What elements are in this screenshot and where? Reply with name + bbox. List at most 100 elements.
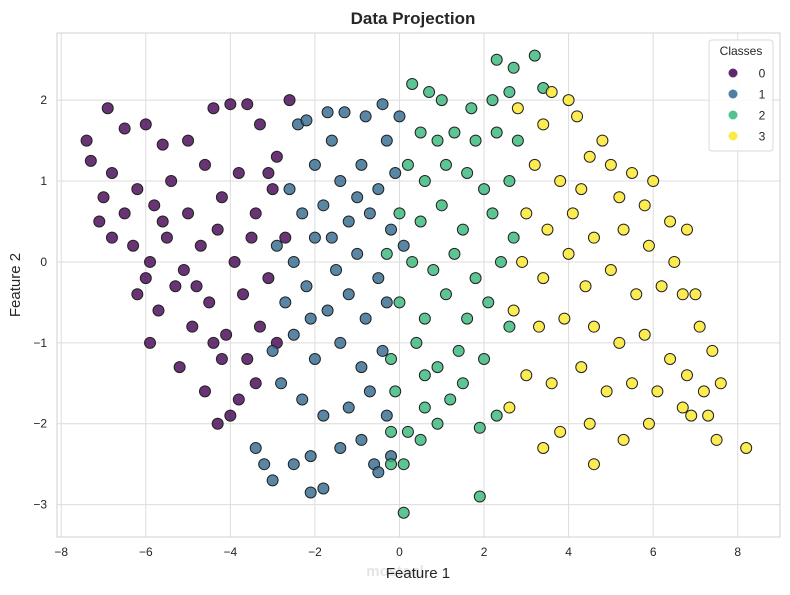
data-point-class-2 (482, 296, 495, 309)
data-point-class-3 (642, 417, 655, 430)
data-point-class-0 (105, 166, 118, 179)
data-point-class-2 (418, 175, 431, 188)
data-point-class-0 (101, 102, 114, 115)
data-point-class-3 (537, 118, 550, 131)
data-point-class-1 (287, 328, 300, 341)
data-point-class-0 (224, 409, 237, 422)
x-tick-label: 0 (396, 545, 403, 559)
data-point-class-1 (304, 312, 317, 325)
data-point-class-2 (465, 102, 478, 115)
data-point-class-0 (156, 215, 169, 228)
data-point-class-0 (118, 122, 131, 135)
y-tick-label: 2 (40, 93, 47, 107)
data-point-class-2 (461, 166, 474, 179)
data-point-class-2 (490, 53, 503, 66)
data-point-class-1 (275, 377, 288, 390)
data-point-class-3 (693, 320, 706, 333)
data-point-class-1 (342, 401, 355, 414)
data-point-class-0 (139, 272, 152, 285)
data-point-class-3 (583, 417, 596, 430)
data-point-class-2 (414, 126, 427, 139)
data-point-class-3 (604, 158, 617, 171)
data-point-class-3 (541, 223, 554, 236)
data-point-class-0 (220, 328, 233, 341)
data-point-class-0 (144, 336, 157, 349)
data-point-class-3 (507, 304, 520, 317)
data-point-class-2 (380, 247, 393, 260)
data-point-class-0 (241, 98, 254, 111)
data-point-class-3 (638, 199, 651, 212)
data-point-class-2 (418, 312, 431, 325)
data-point-class-1 (342, 288, 355, 301)
x-tick-label: 8 (734, 545, 741, 559)
data-point-class-1 (338, 106, 351, 119)
data-point-class-3 (697, 385, 710, 398)
legend-marker-2 (728, 110, 738, 120)
data-point-class-1 (393, 110, 406, 123)
data-point-class-3 (664, 215, 677, 228)
grid (57, 33, 780, 537)
data-point-class-1 (325, 134, 338, 147)
legend-marker-0 (728, 68, 738, 78)
data-point-class-2 (503, 320, 516, 333)
data-point-class-3 (604, 264, 617, 277)
data-point-class-0 (207, 102, 220, 115)
data-point-class-3 (626, 377, 639, 390)
data-point-class-0 (190, 280, 203, 293)
data-point-class-1 (296, 393, 309, 406)
y-tick-label: −1 (33, 336, 47, 350)
data-point-class-0 (198, 158, 211, 171)
data-point-class-1 (308, 353, 321, 366)
data-point-class-2 (385, 458, 398, 471)
data-point-class-0 (253, 118, 266, 131)
data-point-class-3 (503, 401, 516, 414)
data-point-class-3 (587, 231, 600, 244)
data-point-class-1 (308, 231, 321, 244)
data-point-class-0 (80, 134, 93, 147)
data-point-class-3 (655, 280, 668, 293)
data-point-class-3 (562, 94, 575, 107)
x-tick-label: 2 (481, 545, 488, 559)
data-point-class-2 (503, 175, 516, 188)
data-point-class-2 (385, 353, 398, 366)
data-point-class-0 (228, 255, 241, 268)
x-tick-label: −6 (139, 545, 153, 559)
data-point-class-2 (452, 344, 465, 357)
data-point-class-3 (511, 102, 524, 115)
data-point-class-2 (473, 421, 486, 434)
data-point-class-1 (308, 158, 321, 171)
data-point-class-3 (702, 409, 715, 422)
data-point-class-0 (152, 304, 165, 317)
data-point-class-2 (410, 336, 423, 349)
data-point-class-1 (372, 183, 385, 196)
data-point-class-0 (194, 239, 207, 252)
data-point-class-1 (351, 247, 364, 260)
y-tick-label: −3 (33, 498, 47, 512)
legend-title: Classes (720, 44, 763, 58)
data-point-class-1 (321, 304, 334, 317)
data-point-class-0 (262, 272, 275, 285)
data-point-class-0 (182, 134, 195, 147)
data-point-class-1 (351, 191, 364, 204)
data-point-class-2 (439, 158, 452, 171)
chart-title: Data Projection (351, 9, 476, 28)
data-point-class-2 (469, 134, 482, 147)
data-point-class-0 (203, 296, 216, 309)
data-point-class-3 (613, 336, 626, 349)
data-point-class-0 (177, 264, 190, 277)
data-point-class-3 (575, 361, 588, 374)
y-tick-label: −2 (33, 417, 47, 431)
data-point-class-0 (211, 417, 224, 430)
data-point-class-0 (215, 353, 228, 366)
data-point-class-0 (241, 353, 254, 366)
legend-label-1: 1 (759, 88, 766, 102)
data-point-class-2 (418, 369, 431, 382)
data-point-class-3 (651, 385, 664, 398)
legend-label-2: 2 (759, 109, 766, 123)
y-tick-label: 1 (40, 174, 47, 188)
data-point-class-1 (300, 114, 313, 127)
data-point-class-2 (418, 401, 431, 414)
data-point-class-1 (380, 296, 393, 309)
data-point-class-3 (613, 191, 626, 204)
